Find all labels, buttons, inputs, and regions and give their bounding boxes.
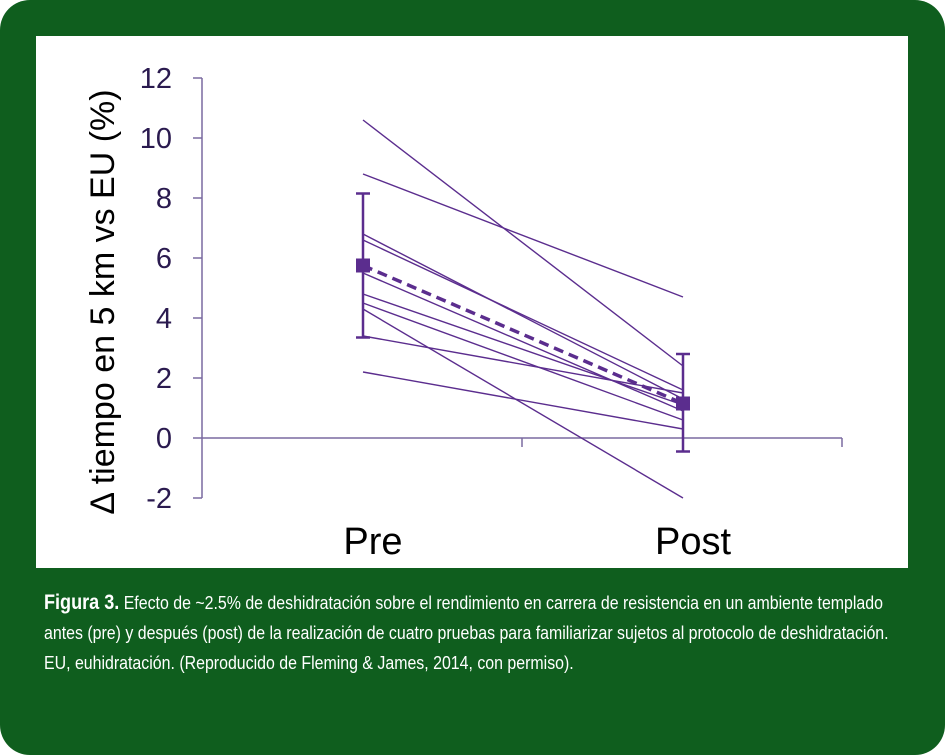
y-tick-label: -2 [146,483,172,515]
y-tick-label: 2 [156,363,172,395]
subject-line [362,308,684,499]
subject-line [362,173,684,298]
y-tick-label: 10 [140,123,172,155]
y-tick-label: 8 [156,183,172,215]
subject-line [362,371,684,430]
y-tick-label: 4 [156,303,172,335]
x-category-label: Post [655,521,731,563]
mean-marker [676,396,690,411]
subject-line [362,302,684,421]
x-categories: Pre Post [343,521,731,563]
caption-text: Efecto de ~2.5% de deshidratación sobre … [44,592,889,673]
subject-lines [362,119,684,499]
caption-label: Figura 3. [44,591,120,614]
chart-svg: -2 0 2 4 6 8 10 12 Pre Post Δ tiempo en 5 km vs … [84,63,843,563]
subject-line [362,239,684,391]
x-category-label: Pre [343,521,402,563]
figure-caption: Figura 3. Efecto de ~2.5% de deshidratac… [44,588,904,678]
y-ticks: -2 0 2 4 6 8 10 12 [140,63,202,515]
subject-line [362,335,684,394]
subject-line [362,119,684,367]
axes [201,78,843,498]
mean-dashed-line [362,263,684,406]
mean-marker [356,258,370,273]
subject-line [362,272,684,412]
y-axis-label: Δ tiempo en 5 km vs EU (%) [84,89,122,514]
y-tick-label: 6 [156,243,172,275]
plot-panel: -2 0 2 4 6 8 10 12 Pre Post Δ tiempo en 5 km vs … [36,36,908,568]
subject-line [362,233,684,400]
y-tick-label: 12 [140,63,172,95]
mean-series [356,192,690,453]
subject-line [362,293,684,406]
y-tick-label: 0 [156,423,172,455]
